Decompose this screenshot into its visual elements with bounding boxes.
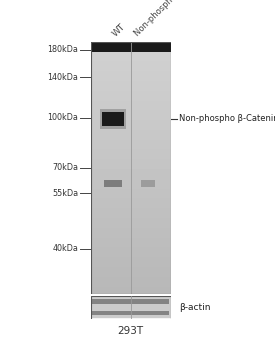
- Text: 70kDa: 70kDa: [52, 163, 78, 173]
- Bar: [100, 109, 126, 129]
- Text: 293T: 293T: [118, 326, 144, 336]
- Bar: [91, 42, 170, 52]
- Text: Non-phospho β-Catenin -S33/S37/T41: Non-phospho β-Catenin -S33/S37/T41: [179, 114, 275, 123]
- Text: β-actin: β-actin: [179, 303, 210, 312]
- Text: 100kDa: 100kDa: [48, 113, 78, 122]
- Text: 40kDa: 40kDa: [53, 244, 78, 253]
- Text: 55kDa: 55kDa: [52, 189, 78, 198]
- Bar: [141, 180, 155, 187]
- Text: Non-phospho β-Catenin -S33/S37/T41 KO: Non-phospho β-Catenin -S33/S37/T41 KO: [132, 0, 261, 38]
- Text: 140kDa: 140kDa: [48, 73, 78, 82]
- Text: WT: WT: [111, 22, 127, 38]
- Text: 180kDa: 180kDa: [48, 45, 78, 54]
- Bar: [104, 180, 122, 187]
- Bar: [102, 112, 124, 126]
- Bar: [92, 310, 169, 315]
- Bar: [92, 299, 169, 304]
